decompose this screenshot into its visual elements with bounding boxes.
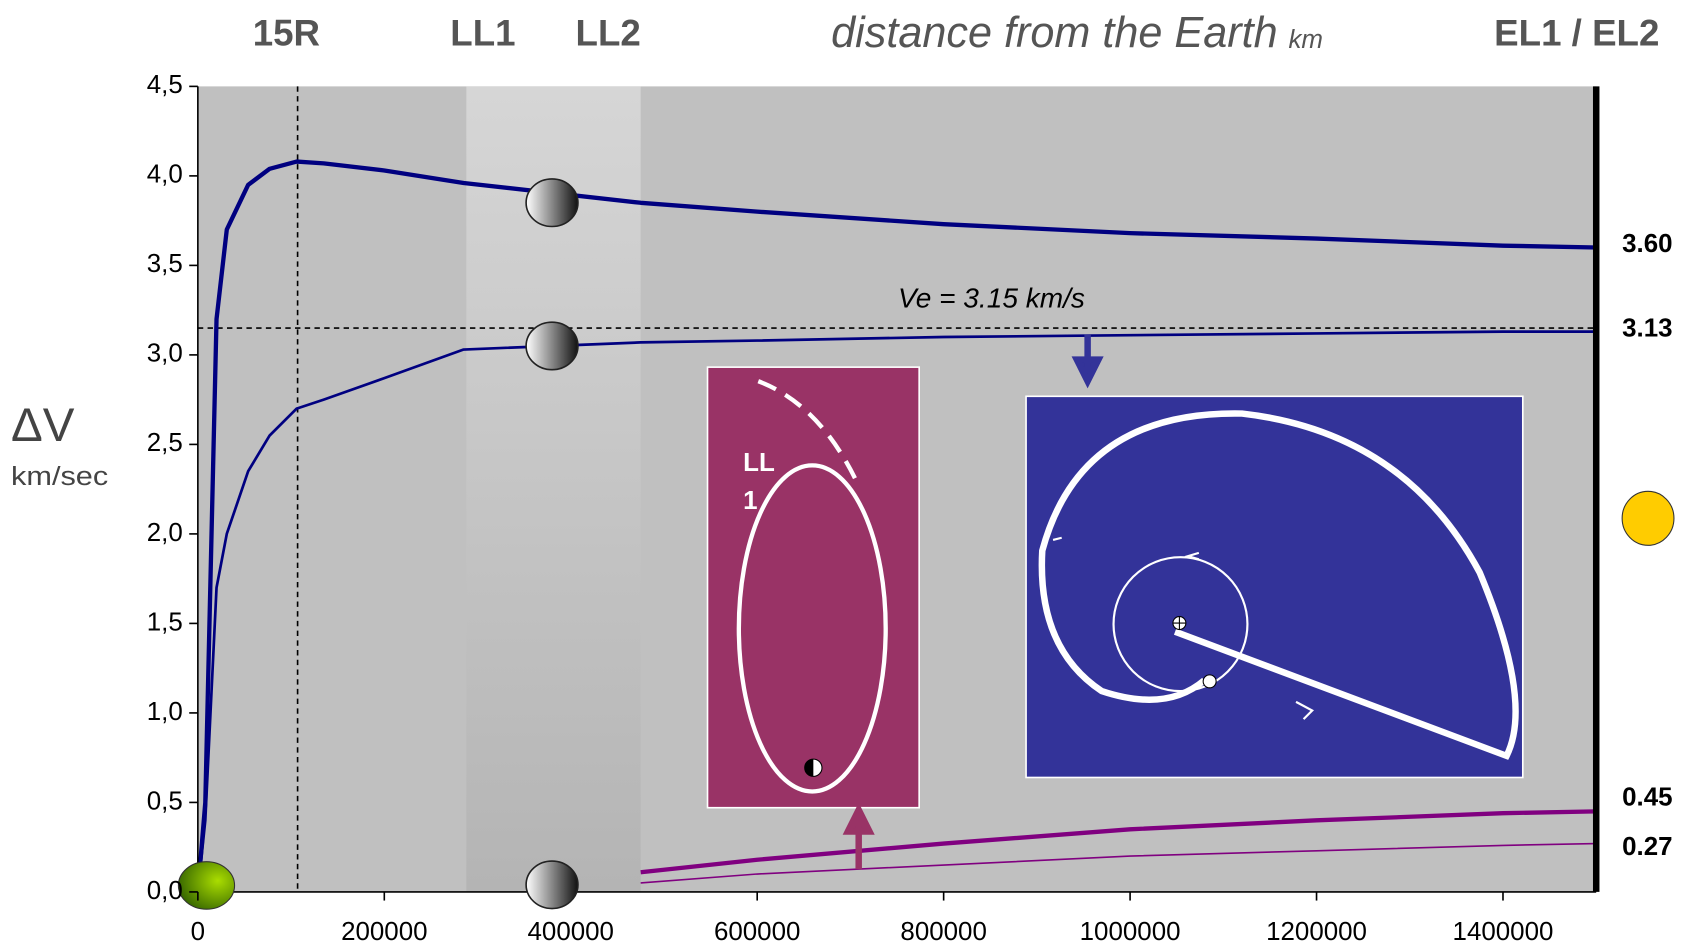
y-tick-label: 1,5 xyxy=(147,608,183,636)
moon xyxy=(525,321,579,371)
y-tick-label: 4,0 xyxy=(147,161,183,189)
x-tick-label: 800000 xyxy=(900,918,986,946)
x-tick-label: 600000 xyxy=(714,918,800,946)
y-axis-title: ΔV xyxy=(11,399,75,452)
top-label: LL1 xyxy=(450,12,515,53)
y-tick-label: 0,5 xyxy=(147,787,183,815)
top-label: LL2 xyxy=(576,12,641,53)
end-label: 0.27 xyxy=(1622,833,1672,861)
arrow xyxy=(1071,334,1104,389)
y-tick-label: 3,5 xyxy=(147,250,183,278)
x-tick-label: 200000 xyxy=(341,918,427,946)
sun xyxy=(1621,490,1675,546)
x-tick-label: 1400000 xyxy=(1453,918,1554,946)
end-label: 0.45 xyxy=(1622,783,1672,811)
series-line xyxy=(196,330,1597,893)
y-tick-label: 4,5 xyxy=(147,71,183,99)
inset-solar xyxy=(1025,395,1524,779)
x-tick-label: 0 xyxy=(191,918,205,946)
x-tick-label: 400000 xyxy=(528,918,614,946)
reference-label: Ve = 3.15 km/s xyxy=(898,282,1085,313)
series-line xyxy=(195,159,1597,893)
moon xyxy=(525,178,579,228)
top-label: 15R xyxy=(253,12,320,53)
series-line xyxy=(640,809,1597,875)
top-label: EL1 / EL2 xyxy=(1494,12,1659,53)
y-axis-unit: km/sec xyxy=(11,463,108,491)
end-label: 3.13 xyxy=(1622,314,1672,342)
end-label: 3.60 xyxy=(1622,230,1672,258)
x-axis-unit: km xyxy=(1288,26,1323,54)
moon xyxy=(525,860,579,910)
y-tick-label: 3,0 xyxy=(147,340,183,368)
inset-lunar: LL 1 xyxy=(706,366,920,809)
arrow xyxy=(842,802,875,870)
y-tick-label: 1,0 xyxy=(147,698,183,726)
y-tick-label: 2,0 xyxy=(147,519,183,547)
y-tick-label: 0,0 xyxy=(147,877,183,905)
earth xyxy=(177,861,236,910)
y-tick-label: 2,5 xyxy=(147,429,183,457)
x-tick-label: 1000000 xyxy=(1080,918,1181,946)
x-tick-label: 1200000 xyxy=(1266,918,1367,946)
x-axis-title: distance from the Earth xyxy=(831,9,1278,57)
inset-label: LL xyxy=(743,449,775,477)
series-line xyxy=(640,842,1597,884)
inset-label: 1 xyxy=(743,487,757,515)
